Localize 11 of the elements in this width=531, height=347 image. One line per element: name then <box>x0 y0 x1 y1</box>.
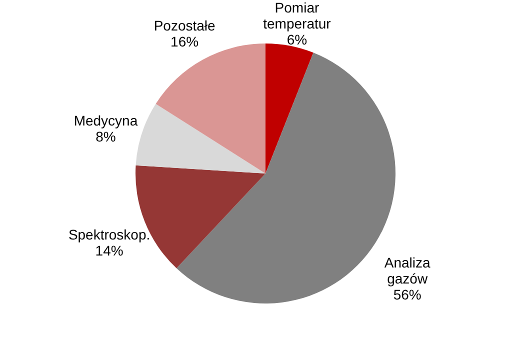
slice-label: Spektroskop. <box>68 226 150 242</box>
data-label: 16% <box>170 33 199 50</box>
slice-label: Medycyna <box>74 112 138 129</box>
data-label: 14% <box>95 242 124 258</box>
data-label: 56% <box>393 286 422 303</box>
data-label: 6% <box>286 31 308 48</box>
slice-label: Pozostałe <box>154 17 216 34</box>
slice-label: Analiza gazów <box>384 254 431 287</box>
pie-slice <box>266 44 314 174</box>
slice-label: Pomiar temperatur <box>263 0 332 32</box>
data-label: 8% <box>96 128 116 145</box>
